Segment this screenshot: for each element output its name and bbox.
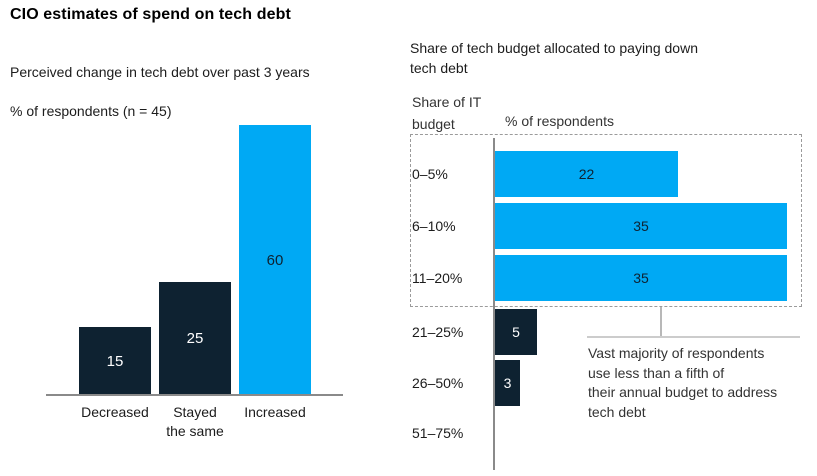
row-6-10-label: 6–10% <box>412 218 456 234</box>
row-0-5: 0–5% 22 <box>412 151 803 197</box>
row-11-20-bar: 35 <box>495 255 787 301</box>
left-chart-header: Perceived change in tech debt over past … <box>10 43 310 141</box>
row-26-50-value: 3 <box>503 375 512 391</box>
row-26-50: 26–50% 3 <box>412 360 803 406</box>
row-21-25-value: 5 <box>512 324 520 340</box>
row-21-25: 21–25% 5 <box>412 309 803 355</box>
highlight-dashed-box <box>410 134 802 307</box>
row-11-20-value: 35 <box>633 270 649 286</box>
row-0-5-value: 22 <box>578 166 595 182</box>
x-axis-line <box>46 394 343 396</box>
row-6-10-value: 35 <box>633 218 649 234</box>
row-51-75-label: 51–75% <box>412 425 464 441</box>
left-chart-title: Perceived change in tech debt over past … <box>10 63 310 80</box>
bar-decreased: 15 <box>79 327 151 395</box>
row-0-5-label: 0–5% <box>412 166 448 182</box>
row-51-75: 51–75% <box>412 410 803 456</box>
column-header-percent-of-respondents: % of respondents <box>505 113 614 129</box>
category-label-decreased: Decreased <box>81 404 149 420</box>
row-0-5-bar: 22 <box>495 151 678 197</box>
column-header-share-of-it-budget: Share of IT budget <box>412 94 482 132</box>
bar-stayed-the-same: 25 <box>159 282 231 395</box>
exhibit-title: CIO estimates of spend on tech debt <box>10 6 291 23</box>
bar-increased-value: 60 <box>266 251 284 269</box>
annotation-connector-vertical <box>660 307 662 336</box>
row-21-25-bar: 5 <box>495 309 537 355</box>
row-21-25-label: 21–25% <box>412 324 464 340</box>
bar-stayed-the-same-value: 25 <box>186 330 204 347</box>
row-11-20: 11–20% 35 <box>412 255 803 301</box>
right-chart-title: Share of tech budget allocated to paying… <box>410 40 698 76</box>
y-axis-line <box>493 138 495 470</box>
row-11-20-label: 11–20% <box>412 270 463 286</box>
annotation-connector-horizontal <box>587 336 800 338</box>
row-26-50-label: 26–50% <box>412 375 464 391</box>
bar-decreased-value: 15 <box>106 352 124 370</box>
left-chart-subtitle: % of respondents (n = 45) <box>10 102 172 119</box>
annotation-text: Vast majority of respondents use less th… <box>588 345 778 420</box>
row-6-10-bar: 35 <box>495 203 787 249</box>
category-label-increased: Increased <box>244 404 306 420</box>
category-label-stayed-the-same: Stayed the same <box>166 404 224 439</box>
bar-increased: 60 <box>239 125 311 395</box>
row-26-50-bar: 3 <box>495 360 520 406</box>
row-6-10: 6–10% 35 <box>412 203 803 249</box>
